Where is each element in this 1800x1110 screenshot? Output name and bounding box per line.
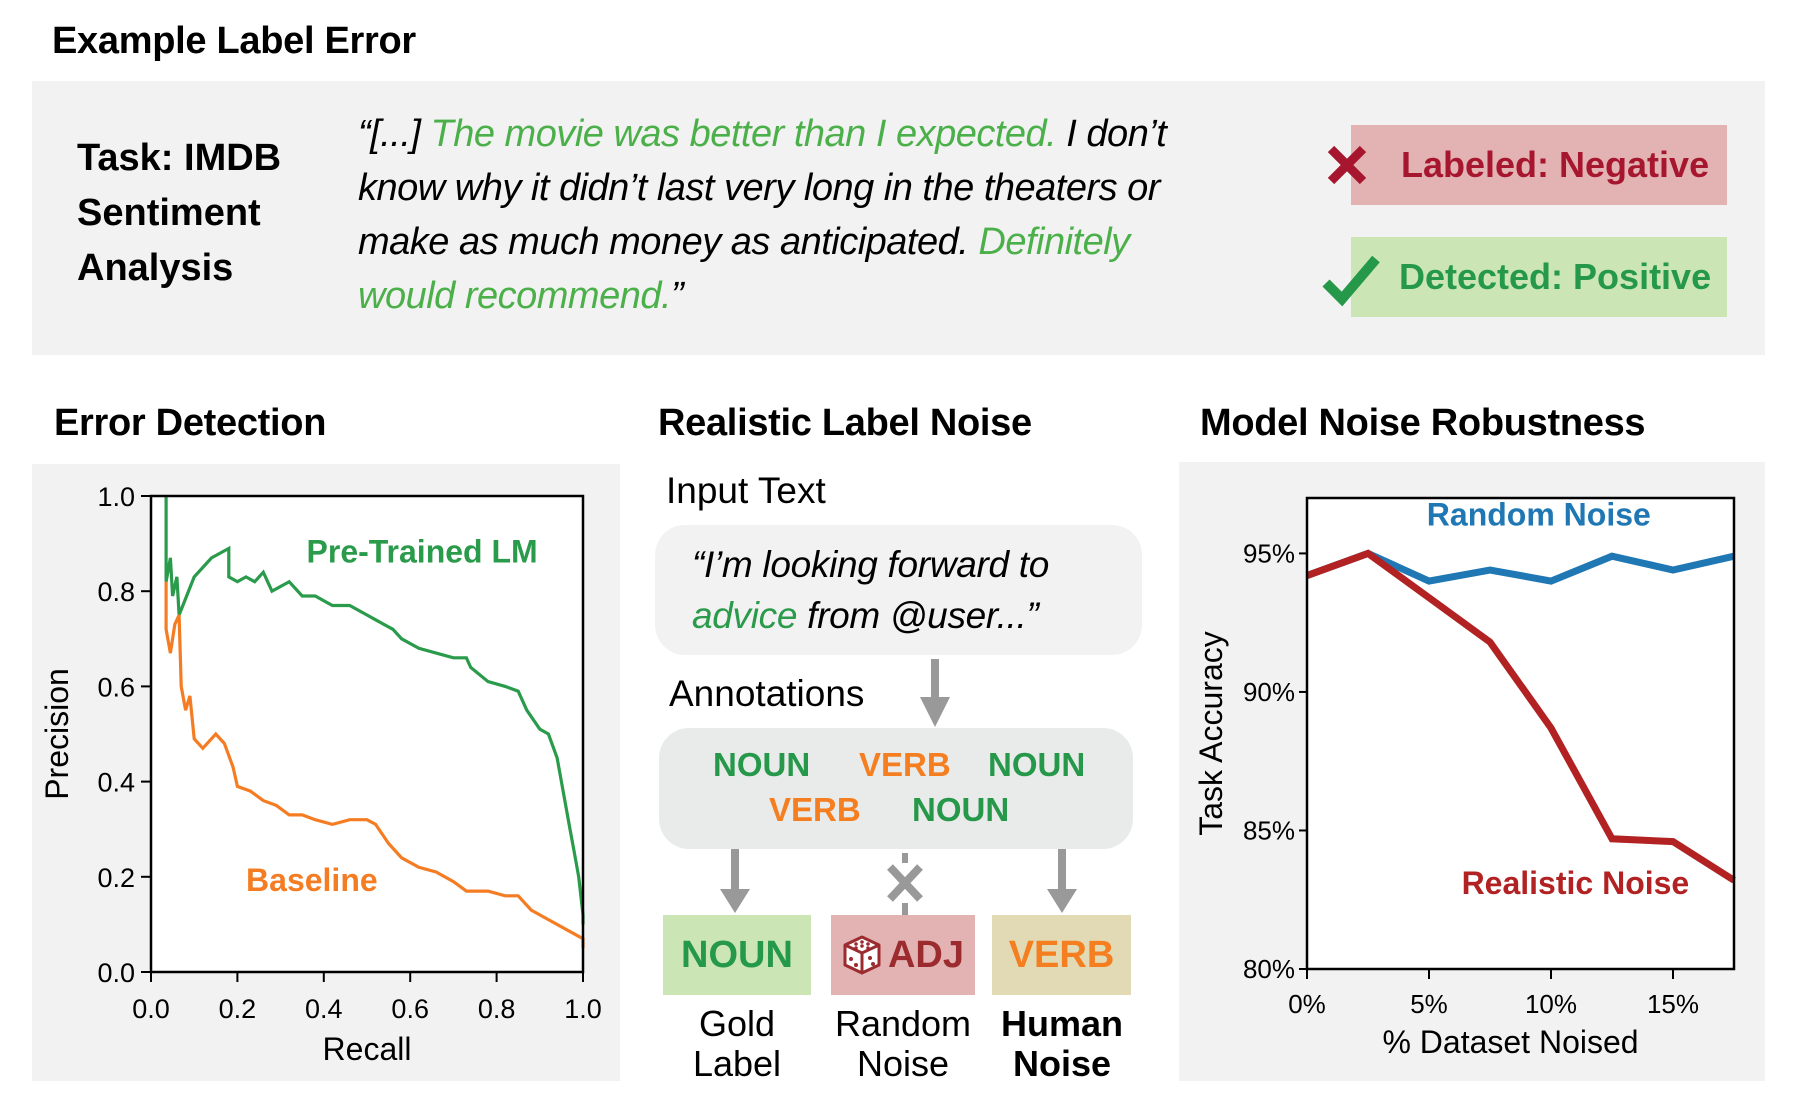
x-tick-label: 0.2 xyxy=(219,994,257,1024)
gold-label-box: NOUN xyxy=(663,915,811,995)
gold-label-caption: Gold Label xyxy=(652,1004,822,1084)
series-annotation: Pre-Trained LM xyxy=(307,534,538,570)
x-tick-label: 15% xyxy=(1647,989,1699,1019)
y-tick-label: 0.8 xyxy=(97,577,135,607)
x-tick-label: 0.0 xyxy=(132,994,170,1024)
down-arrow-icon xyxy=(720,849,750,913)
x-tick-label: 1.0 xyxy=(564,994,602,1024)
input-line-2-rest: from @user...” xyxy=(797,595,1039,636)
series-line-baseline xyxy=(164,581,585,949)
annotations-heading: Annotations xyxy=(669,673,865,714)
annotation-tag: VERB xyxy=(769,791,861,828)
y-tick-label: 85% xyxy=(1243,815,1295,845)
y-tick-label: 0.6 xyxy=(97,672,135,702)
check-icon xyxy=(1322,255,1380,307)
annotations-box: NOUN VERB NOUN VERB NOUN xyxy=(659,728,1133,849)
annotation-tag: NOUN xyxy=(912,791,1010,828)
x-tick-label: 0.4 xyxy=(305,994,343,1024)
labeled-negative: Labeled: Negative xyxy=(1325,125,1727,205)
plot-frame xyxy=(149,494,585,974)
series-annotation: Realistic Noise xyxy=(1462,865,1690,901)
random-noise-label: ADJ xyxy=(887,933,965,976)
y-tick-label: 0.4 xyxy=(97,768,135,798)
caption-line: Human xyxy=(1000,1003,1123,1044)
detected-positive-badge: Detected: Positive xyxy=(1351,237,1727,317)
quote-line: make as much money as anticipated. Defin… xyxy=(358,215,1278,269)
y-axis-label: Task Accuracy xyxy=(1193,631,1229,836)
robustness-title: Model Noise Robustness xyxy=(1200,402,1646,444)
x-tick-label: 0.6 xyxy=(391,994,429,1024)
pr-curve-chart: 0.0 0.2 0.4 0.6 0.8 1.0 0.0 0.2 0.4 0.6 0.8 1.0 Reca… xyxy=(39,482,602,1067)
random-noise-caption: Random Noise xyxy=(818,1004,988,1084)
random-noise-box: ADJ xyxy=(831,915,975,995)
caption-line: Noise xyxy=(856,1043,950,1084)
detected-positive: Detected: Positive xyxy=(1322,237,1727,317)
task-line: Sentiment xyxy=(77,192,261,234)
x-axis-label: % Dataset Noised xyxy=(1382,1024,1638,1060)
plot-area xyxy=(151,496,583,972)
down-arrow-icon xyxy=(1047,849,1077,913)
quote-text: ” xyxy=(671,275,684,317)
positive-phrase: The movie was better than I expected. xyxy=(430,113,1057,155)
quote-line: “[...] The movie was better than I expec… xyxy=(358,107,1278,161)
highlighted-word: advice xyxy=(692,595,798,636)
robustness-chart: 0% 5% 10% 15% 80% 85% 90% 95% % Dataset Noised Ta… xyxy=(1193,496,1736,1060)
caption-line: Gold xyxy=(698,1003,776,1044)
positive-phrase: Definitely xyxy=(978,221,1130,263)
series-annotation: Random Noise xyxy=(1427,497,1651,533)
plot-frame xyxy=(1305,496,1736,971)
y-tick-label: 0.0 xyxy=(97,958,135,988)
positive-phrase: would recommend. xyxy=(358,275,672,317)
input-line-2: advice from @user...” xyxy=(692,590,1049,641)
input-line-1: “I’m looking forward to xyxy=(692,544,1050,585)
quote-text: know why it didn’t last very long in the… xyxy=(358,167,1160,209)
caption-line: Label xyxy=(692,1043,782,1084)
x-tick-label: 0% xyxy=(1288,989,1326,1019)
quote-text: I don’t xyxy=(1056,113,1167,155)
quote-text: “[...] xyxy=(358,113,431,155)
task-line: Analysis xyxy=(77,247,234,289)
annotation-tag: NOUN xyxy=(713,746,811,783)
quote-text: make as much money as anticipated. xyxy=(358,221,979,263)
y-axis-label: Precision xyxy=(39,668,75,800)
dice-icon xyxy=(843,935,881,975)
quote-line: know why it didn’t last very long in the… xyxy=(358,161,1278,215)
y-tick-label: 90% xyxy=(1243,677,1295,707)
cross-icon xyxy=(1327,145,1367,185)
series-line-realistic-noise xyxy=(1305,549,1736,884)
series-line-pre-trained-lm xyxy=(164,496,585,925)
human-noise-box: VERB xyxy=(992,915,1131,995)
error-detection-title: Error Detection xyxy=(54,402,327,444)
x-tick-label: 10% xyxy=(1525,989,1577,1019)
quote-line: would recommend.” xyxy=(358,269,1278,323)
y-tick-label: 95% xyxy=(1243,538,1295,568)
y-tick-label: 80% xyxy=(1243,954,1295,984)
series-annotation: Baseline xyxy=(246,862,378,898)
review-quote: “[...] The movie was better than I expec… xyxy=(358,107,1278,323)
down-arrow-icon xyxy=(920,659,950,727)
input-text-box: “I’m looking forward to advice from @use… xyxy=(655,525,1142,655)
annotation-tag: NOUN xyxy=(988,746,1086,783)
x-tick-label: 5% xyxy=(1410,989,1448,1019)
example-title: Example Label Error xyxy=(52,20,416,62)
task-label: Task: IMDB Sentiment Analysis xyxy=(77,131,281,296)
input-text: “I’m looking forward to advice from @use… xyxy=(692,539,1049,641)
x-axis-label: Recall xyxy=(323,1031,412,1067)
x-tick-label: 0.8 xyxy=(478,994,516,1024)
labeled-negative-badge: Labeled: Negative xyxy=(1351,125,1727,205)
blocked-arrow-icon xyxy=(887,853,923,915)
annotation-tag: VERB xyxy=(859,746,951,783)
y-tick-label: 1.0 xyxy=(97,482,135,512)
task-line: Task: IMDB xyxy=(77,137,282,179)
caption-line: Random xyxy=(834,1003,972,1044)
y-tick-label: 0.2 xyxy=(97,863,135,893)
example-panel: Task: IMDB Sentiment Analysis “[...] The… xyxy=(32,81,1765,355)
human-noise-caption: Human Noise xyxy=(977,1004,1147,1084)
input-text-heading: Input Text xyxy=(666,470,826,511)
caption-line: Noise xyxy=(1012,1043,1112,1084)
label-noise-title: Realistic Label Noise xyxy=(658,402,1032,444)
